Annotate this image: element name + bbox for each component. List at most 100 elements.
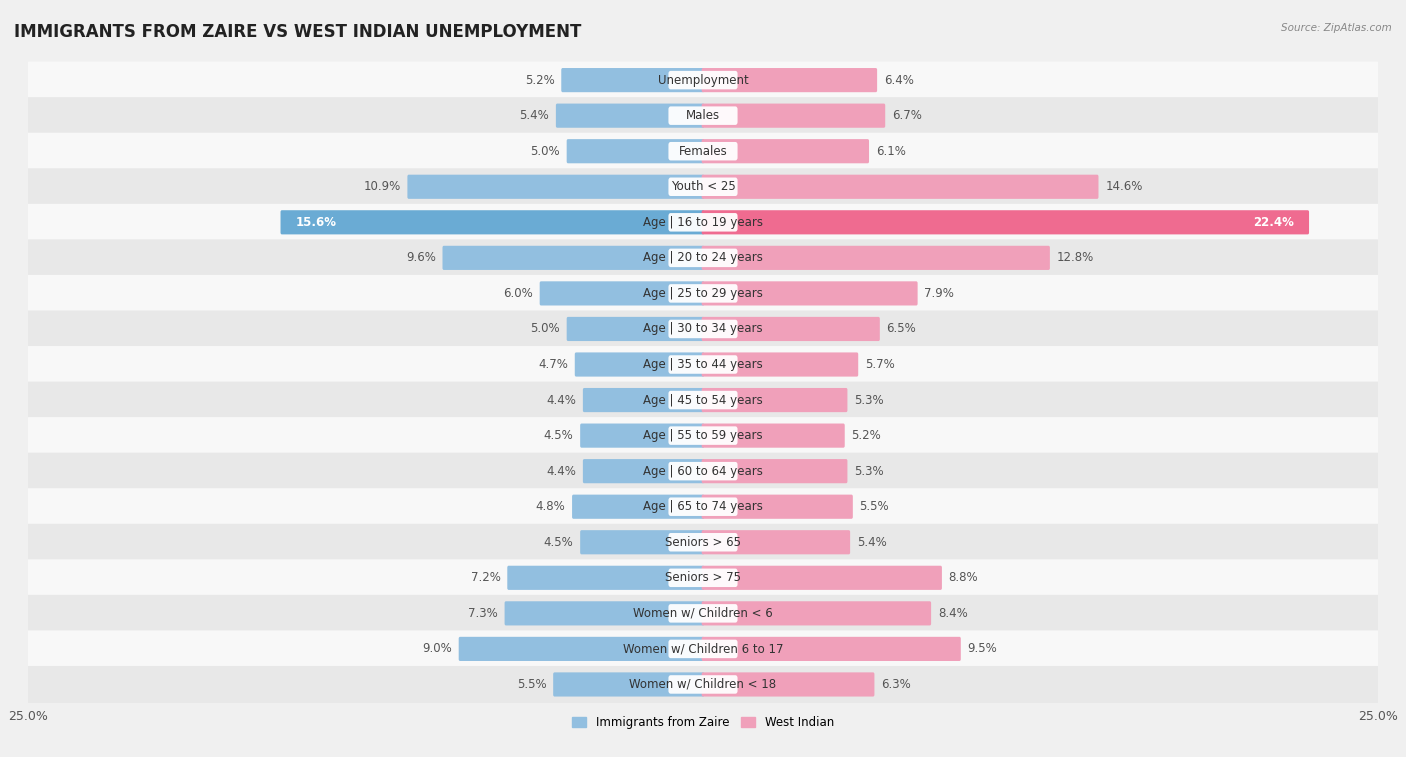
- Text: Women w/ Children < 6: Women w/ Children < 6: [633, 607, 773, 620]
- FancyBboxPatch shape: [583, 459, 704, 483]
- FancyBboxPatch shape: [702, 565, 942, 590]
- FancyBboxPatch shape: [28, 61, 1378, 98]
- Text: 5.7%: 5.7%: [865, 358, 894, 371]
- Text: 5.5%: 5.5%: [517, 678, 547, 691]
- Text: 4.8%: 4.8%: [536, 500, 565, 513]
- FancyBboxPatch shape: [508, 565, 704, 590]
- Text: 5.5%: 5.5%: [859, 500, 889, 513]
- FancyBboxPatch shape: [702, 282, 918, 306]
- FancyBboxPatch shape: [28, 239, 1378, 276]
- FancyBboxPatch shape: [281, 210, 704, 235]
- FancyBboxPatch shape: [583, 388, 704, 412]
- Text: IMMIGRANTS FROM ZAIRE VS WEST INDIAN UNEMPLOYMENT: IMMIGRANTS FROM ZAIRE VS WEST INDIAN UNE…: [14, 23, 582, 41]
- FancyBboxPatch shape: [28, 559, 1378, 597]
- Text: 7.3%: 7.3%: [468, 607, 498, 620]
- Text: 7.9%: 7.9%: [924, 287, 955, 300]
- Text: Age | 60 to 64 years: Age | 60 to 64 years: [643, 465, 763, 478]
- Text: 6.4%: 6.4%: [884, 73, 914, 86]
- FancyBboxPatch shape: [668, 355, 738, 374]
- Text: 5.2%: 5.2%: [852, 429, 882, 442]
- Text: Age | 30 to 34 years: Age | 30 to 34 years: [643, 322, 763, 335]
- Text: 5.3%: 5.3%: [855, 394, 884, 407]
- FancyBboxPatch shape: [702, 637, 960, 661]
- FancyBboxPatch shape: [561, 68, 704, 92]
- FancyBboxPatch shape: [668, 213, 738, 232]
- FancyBboxPatch shape: [28, 132, 1378, 170]
- FancyBboxPatch shape: [668, 284, 738, 303]
- FancyBboxPatch shape: [702, 139, 869, 164]
- Text: Youth < 25: Youth < 25: [671, 180, 735, 193]
- Text: 5.4%: 5.4%: [519, 109, 550, 122]
- FancyBboxPatch shape: [28, 382, 1378, 419]
- FancyBboxPatch shape: [702, 388, 848, 412]
- FancyBboxPatch shape: [702, 601, 931, 625]
- Text: Source: ZipAtlas.com: Source: ZipAtlas.com: [1281, 23, 1392, 33]
- Text: 6.1%: 6.1%: [876, 145, 905, 157]
- FancyBboxPatch shape: [702, 353, 858, 376]
- FancyBboxPatch shape: [28, 204, 1378, 241]
- Text: Women w/ Children < 18: Women w/ Children < 18: [630, 678, 776, 691]
- Text: Women w/ Children 6 to 17: Women w/ Children 6 to 17: [623, 643, 783, 656]
- FancyBboxPatch shape: [572, 494, 704, 519]
- Text: 4.5%: 4.5%: [544, 536, 574, 549]
- FancyBboxPatch shape: [702, 459, 848, 483]
- Text: 5.4%: 5.4%: [856, 536, 887, 549]
- Text: 8.8%: 8.8%: [949, 572, 979, 584]
- FancyBboxPatch shape: [567, 139, 704, 164]
- Text: 9.6%: 9.6%: [406, 251, 436, 264]
- FancyBboxPatch shape: [443, 246, 704, 270]
- Text: 5.2%: 5.2%: [524, 73, 554, 86]
- Text: Age | 16 to 19 years: Age | 16 to 19 years: [643, 216, 763, 229]
- FancyBboxPatch shape: [702, 317, 880, 341]
- Text: Females: Females: [679, 145, 727, 157]
- Text: Age | 45 to 54 years: Age | 45 to 54 years: [643, 394, 763, 407]
- Text: 5.0%: 5.0%: [530, 322, 560, 335]
- Text: Seniors > 65: Seniors > 65: [665, 536, 741, 549]
- Text: Age | 20 to 24 years: Age | 20 to 24 years: [643, 251, 763, 264]
- FancyBboxPatch shape: [28, 97, 1378, 134]
- Text: 4.4%: 4.4%: [547, 465, 576, 478]
- Legend: Immigrants from Zaire, West Indian: Immigrants from Zaire, West Indian: [568, 711, 838, 734]
- FancyBboxPatch shape: [702, 175, 1098, 199]
- Text: 4.7%: 4.7%: [538, 358, 568, 371]
- FancyBboxPatch shape: [702, 104, 886, 128]
- Text: 8.4%: 8.4%: [938, 607, 967, 620]
- FancyBboxPatch shape: [28, 346, 1378, 383]
- FancyBboxPatch shape: [668, 640, 738, 658]
- FancyBboxPatch shape: [505, 601, 704, 625]
- FancyBboxPatch shape: [28, 631, 1378, 668]
- FancyBboxPatch shape: [702, 68, 877, 92]
- FancyBboxPatch shape: [668, 248, 738, 267]
- Text: 5.0%: 5.0%: [530, 145, 560, 157]
- FancyBboxPatch shape: [408, 175, 704, 199]
- Text: 9.0%: 9.0%: [422, 643, 451, 656]
- Text: 6.7%: 6.7%: [891, 109, 922, 122]
- FancyBboxPatch shape: [28, 488, 1378, 525]
- FancyBboxPatch shape: [702, 494, 853, 519]
- FancyBboxPatch shape: [668, 604, 738, 622]
- FancyBboxPatch shape: [28, 666, 1378, 703]
- FancyBboxPatch shape: [702, 672, 875, 696]
- Text: Seniors > 75: Seniors > 75: [665, 572, 741, 584]
- FancyBboxPatch shape: [668, 391, 738, 410]
- FancyBboxPatch shape: [28, 595, 1378, 632]
- Text: Age | 25 to 29 years: Age | 25 to 29 years: [643, 287, 763, 300]
- FancyBboxPatch shape: [702, 423, 845, 447]
- Text: 9.5%: 9.5%: [967, 643, 997, 656]
- Text: Age | 65 to 74 years: Age | 65 to 74 years: [643, 500, 763, 513]
- Text: 12.8%: 12.8%: [1057, 251, 1094, 264]
- FancyBboxPatch shape: [702, 530, 851, 554]
- FancyBboxPatch shape: [553, 672, 704, 696]
- Text: 22.4%: 22.4%: [1253, 216, 1294, 229]
- Text: 10.9%: 10.9%: [363, 180, 401, 193]
- FancyBboxPatch shape: [668, 426, 738, 445]
- FancyBboxPatch shape: [28, 417, 1378, 454]
- Text: Males: Males: [686, 109, 720, 122]
- Text: Unemployment: Unemployment: [658, 73, 748, 86]
- Text: 6.0%: 6.0%: [503, 287, 533, 300]
- FancyBboxPatch shape: [668, 107, 738, 125]
- Text: 4.4%: 4.4%: [547, 394, 576, 407]
- FancyBboxPatch shape: [668, 319, 738, 338]
- Text: 6.5%: 6.5%: [887, 322, 917, 335]
- FancyBboxPatch shape: [668, 533, 738, 552]
